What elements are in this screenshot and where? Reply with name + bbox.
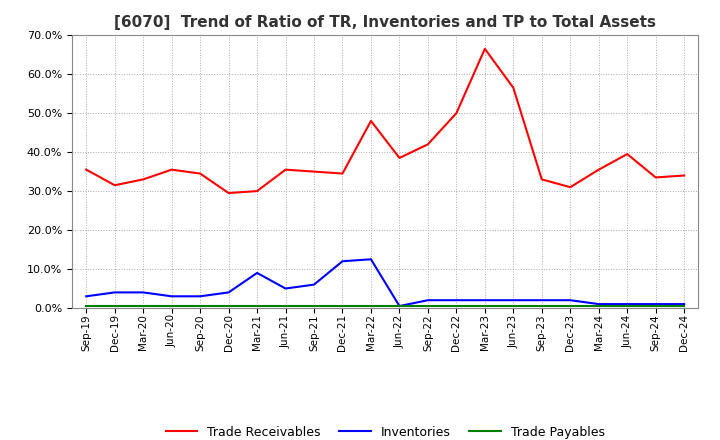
Inventories [423, 297, 432, 303]
Trade Payables [509, 304, 518, 309]
Inventories [225, 290, 233, 295]
Inventories [395, 304, 404, 309]
Trade Payables [225, 304, 233, 309]
Inventories [537, 297, 546, 303]
Trade Payables [623, 304, 631, 309]
Trade Receivables [452, 110, 461, 116]
Line: Inventories: Inventories [86, 259, 684, 306]
Trade Receivables [310, 169, 318, 174]
Trade Receivables [366, 118, 375, 124]
Trade Payables [566, 304, 575, 309]
Trade Payables [652, 304, 660, 309]
Trade Payables [310, 304, 318, 309]
Inventories [680, 301, 688, 307]
Trade Receivables [253, 188, 261, 194]
Trade Payables [253, 304, 261, 309]
Trade Payables [196, 304, 204, 309]
Trade Payables [395, 304, 404, 309]
Trade Payables [452, 304, 461, 309]
Inventories [452, 297, 461, 303]
Inventories [509, 297, 518, 303]
Trade Receivables [110, 183, 119, 188]
Trade Payables [139, 304, 148, 309]
Trade Receivables [680, 173, 688, 178]
Inventories [196, 293, 204, 299]
Line: Trade Receivables: Trade Receivables [86, 49, 684, 193]
Inventories [310, 282, 318, 287]
Inventories [82, 293, 91, 299]
Trade Payables [82, 304, 91, 309]
Inventories [282, 286, 290, 291]
Inventories [167, 293, 176, 299]
Trade Payables [595, 304, 603, 309]
Trade Payables [282, 304, 290, 309]
Trade Receivables [139, 177, 148, 182]
Trade Payables [338, 304, 347, 309]
Trade Receivables [196, 171, 204, 176]
Inventories [253, 270, 261, 275]
Trade Receivables [480, 46, 489, 51]
Trade Payables [680, 304, 688, 309]
Trade Receivables [282, 167, 290, 172]
Inventories [366, 257, 375, 262]
Trade Receivables [82, 167, 91, 172]
Trade Payables [167, 304, 176, 309]
Inventories [338, 259, 347, 264]
Trade Receivables [423, 142, 432, 147]
Inventories [623, 301, 631, 307]
Inventories [652, 301, 660, 307]
Trade Receivables [338, 171, 347, 176]
Trade Payables [423, 304, 432, 309]
Inventories [480, 297, 489, 303]
Trade Receivables [623, 151, 631, 157]
Trade Receivables [595, 167, 603, 172]
Trade Receivables [167, 167, 176, 172]
Trade Receivables [225, 191, 233, 196]
Title: [6070]  Trend of Ratio of TR, Inventories and TP to Total Assets: [6070] Trend of Ratio of TR, Inventories… [114, 15, 656, 30]
Trade Receivables [537, 177, 546, 182]
Legend: Trade Receivables, Inventories, Trade Payables: Trade Receivables, Inventories, Trade Pa… [161, 421, 610, 440]
Trade Receivables [509, 85, 518, 91]
Inventories [595, 301, 603, 307]
Trade Receivables [566, 184, 575, 190]
Inventories [566, 297, 575, 303]
Trade Payables [537, 304, 546, 309]
Trade Payables [366, 304, 375, 309]
Inventories [139, 290, 148, 295]
Inventories [110, 290, 119, 295]
Trade Receivables [395, 155, 404, 161]
Trade Payables [480, 304, 489, 309]
Trade Receivables [652, 175, 660, 180]
Trade Payables [110, 304, 119, 309]
